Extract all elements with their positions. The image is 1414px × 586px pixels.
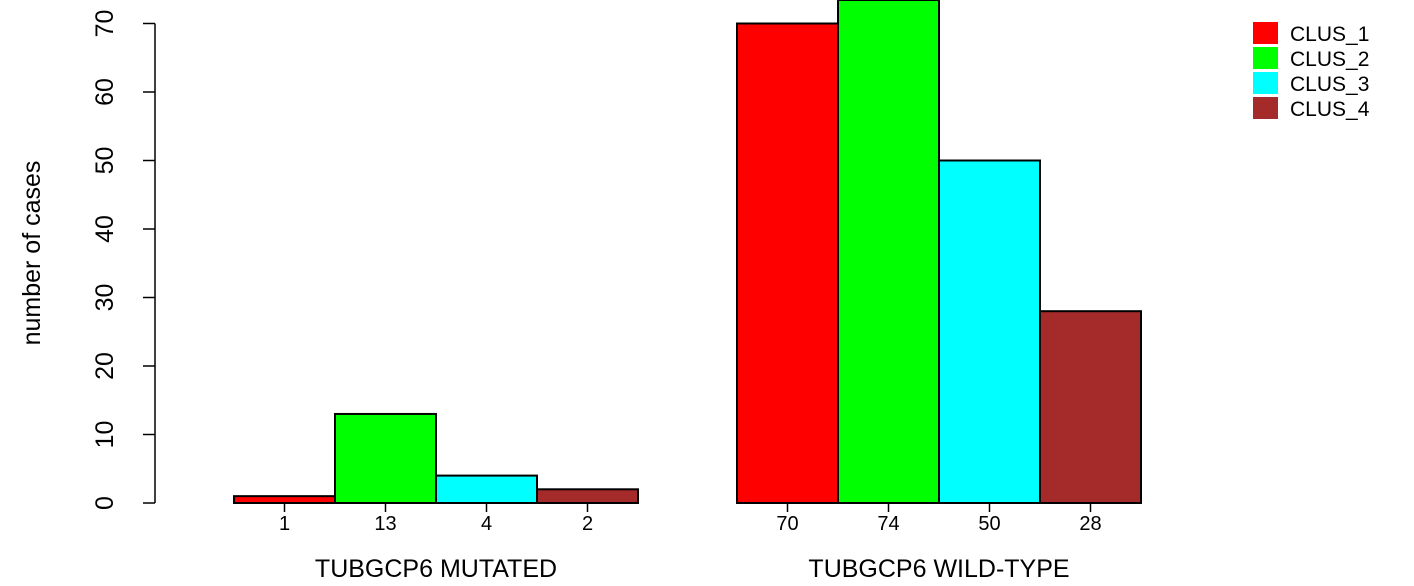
bar [233,495,336,504]
legend-item: CLUS_1 [1253,22,1369,46]
bar-group: 70 74 50 28 TUBGCP6 WILD-TYPE [736,0,1142,583]
y-tick-label: 0 [91,496,119,510]
legend-swatch [1253,72,1278,94]
y-axis: 0 10 20 30 40 50 60 70 [91,10,156,510]
legend-swatch [1253,22,1278,44]
y-tick-label: 20 [91,352,119,380]
y-tick-label: 70 [91,10,119,38]
bar-value-label: 2 [582,513,593,535]
y-tick-label: 40 [91,215,119,243]
bar [837,0,940,504]
y-axis-label: number of cases [18,161,46,346]
legend-item: CLUS_3 [1253,72,1369,96]
bar-groups: 1 13 4 2 TUBGCP6 MUTATED 70 74 50 28 TUBGCP6 WILD… [233,0,1142,583]
group-label: TUBGCP6 MUTATED [315,555,557,583]
bar [736,22,839,504]
group-label: TUBGCP6 WILD-TYPE [808,555,1069,583]
bar [435,474,538,505]
bar [536,488,639,504]
bar-group: 1 13 4 2 TUBGCP6 MUTATED [233,412,639,583]
bar-value-label: 1 [279,513,290,535]
y-tick-label: 50 [91,147,119,175]
y-tick-label: 10 [91,421,119,449]
bar-value-label: 4 [481,513,492,535]
legend-swatch [1253,97,1278,119]
legend-label: CLUS_1 [1290,23,1369,46]
legend-label: CLUS_3 [1290,73,1369,96]
legend-swatch [1253,47,1278,69]
bar [1039,310,1142,505]
legend-label: CLUS_4 [1290,98,1370,121]
legend-label: CLUS_2 [1290,48,1369,71]
bar-value-label: 70 [776,513,798,535]
bar [334,412,437,505]
y-tick-label: 60 [91,78,119,106]
y-tick-label: 30 [91,284,119,312]
legend-item: CLUS_4 [1253,97,1370,121]
bar-value-label: 74 [877,513,899,535]
bar-value-label: 50 [978,513,1000,535]
bar [938,159,1041,504]
bar-value-label: 13 [374,513,396,535]
bar-value-label: 28 [1079,513,1101,535]
legend-item: CLUS_2 [1253,47,1369,71]
